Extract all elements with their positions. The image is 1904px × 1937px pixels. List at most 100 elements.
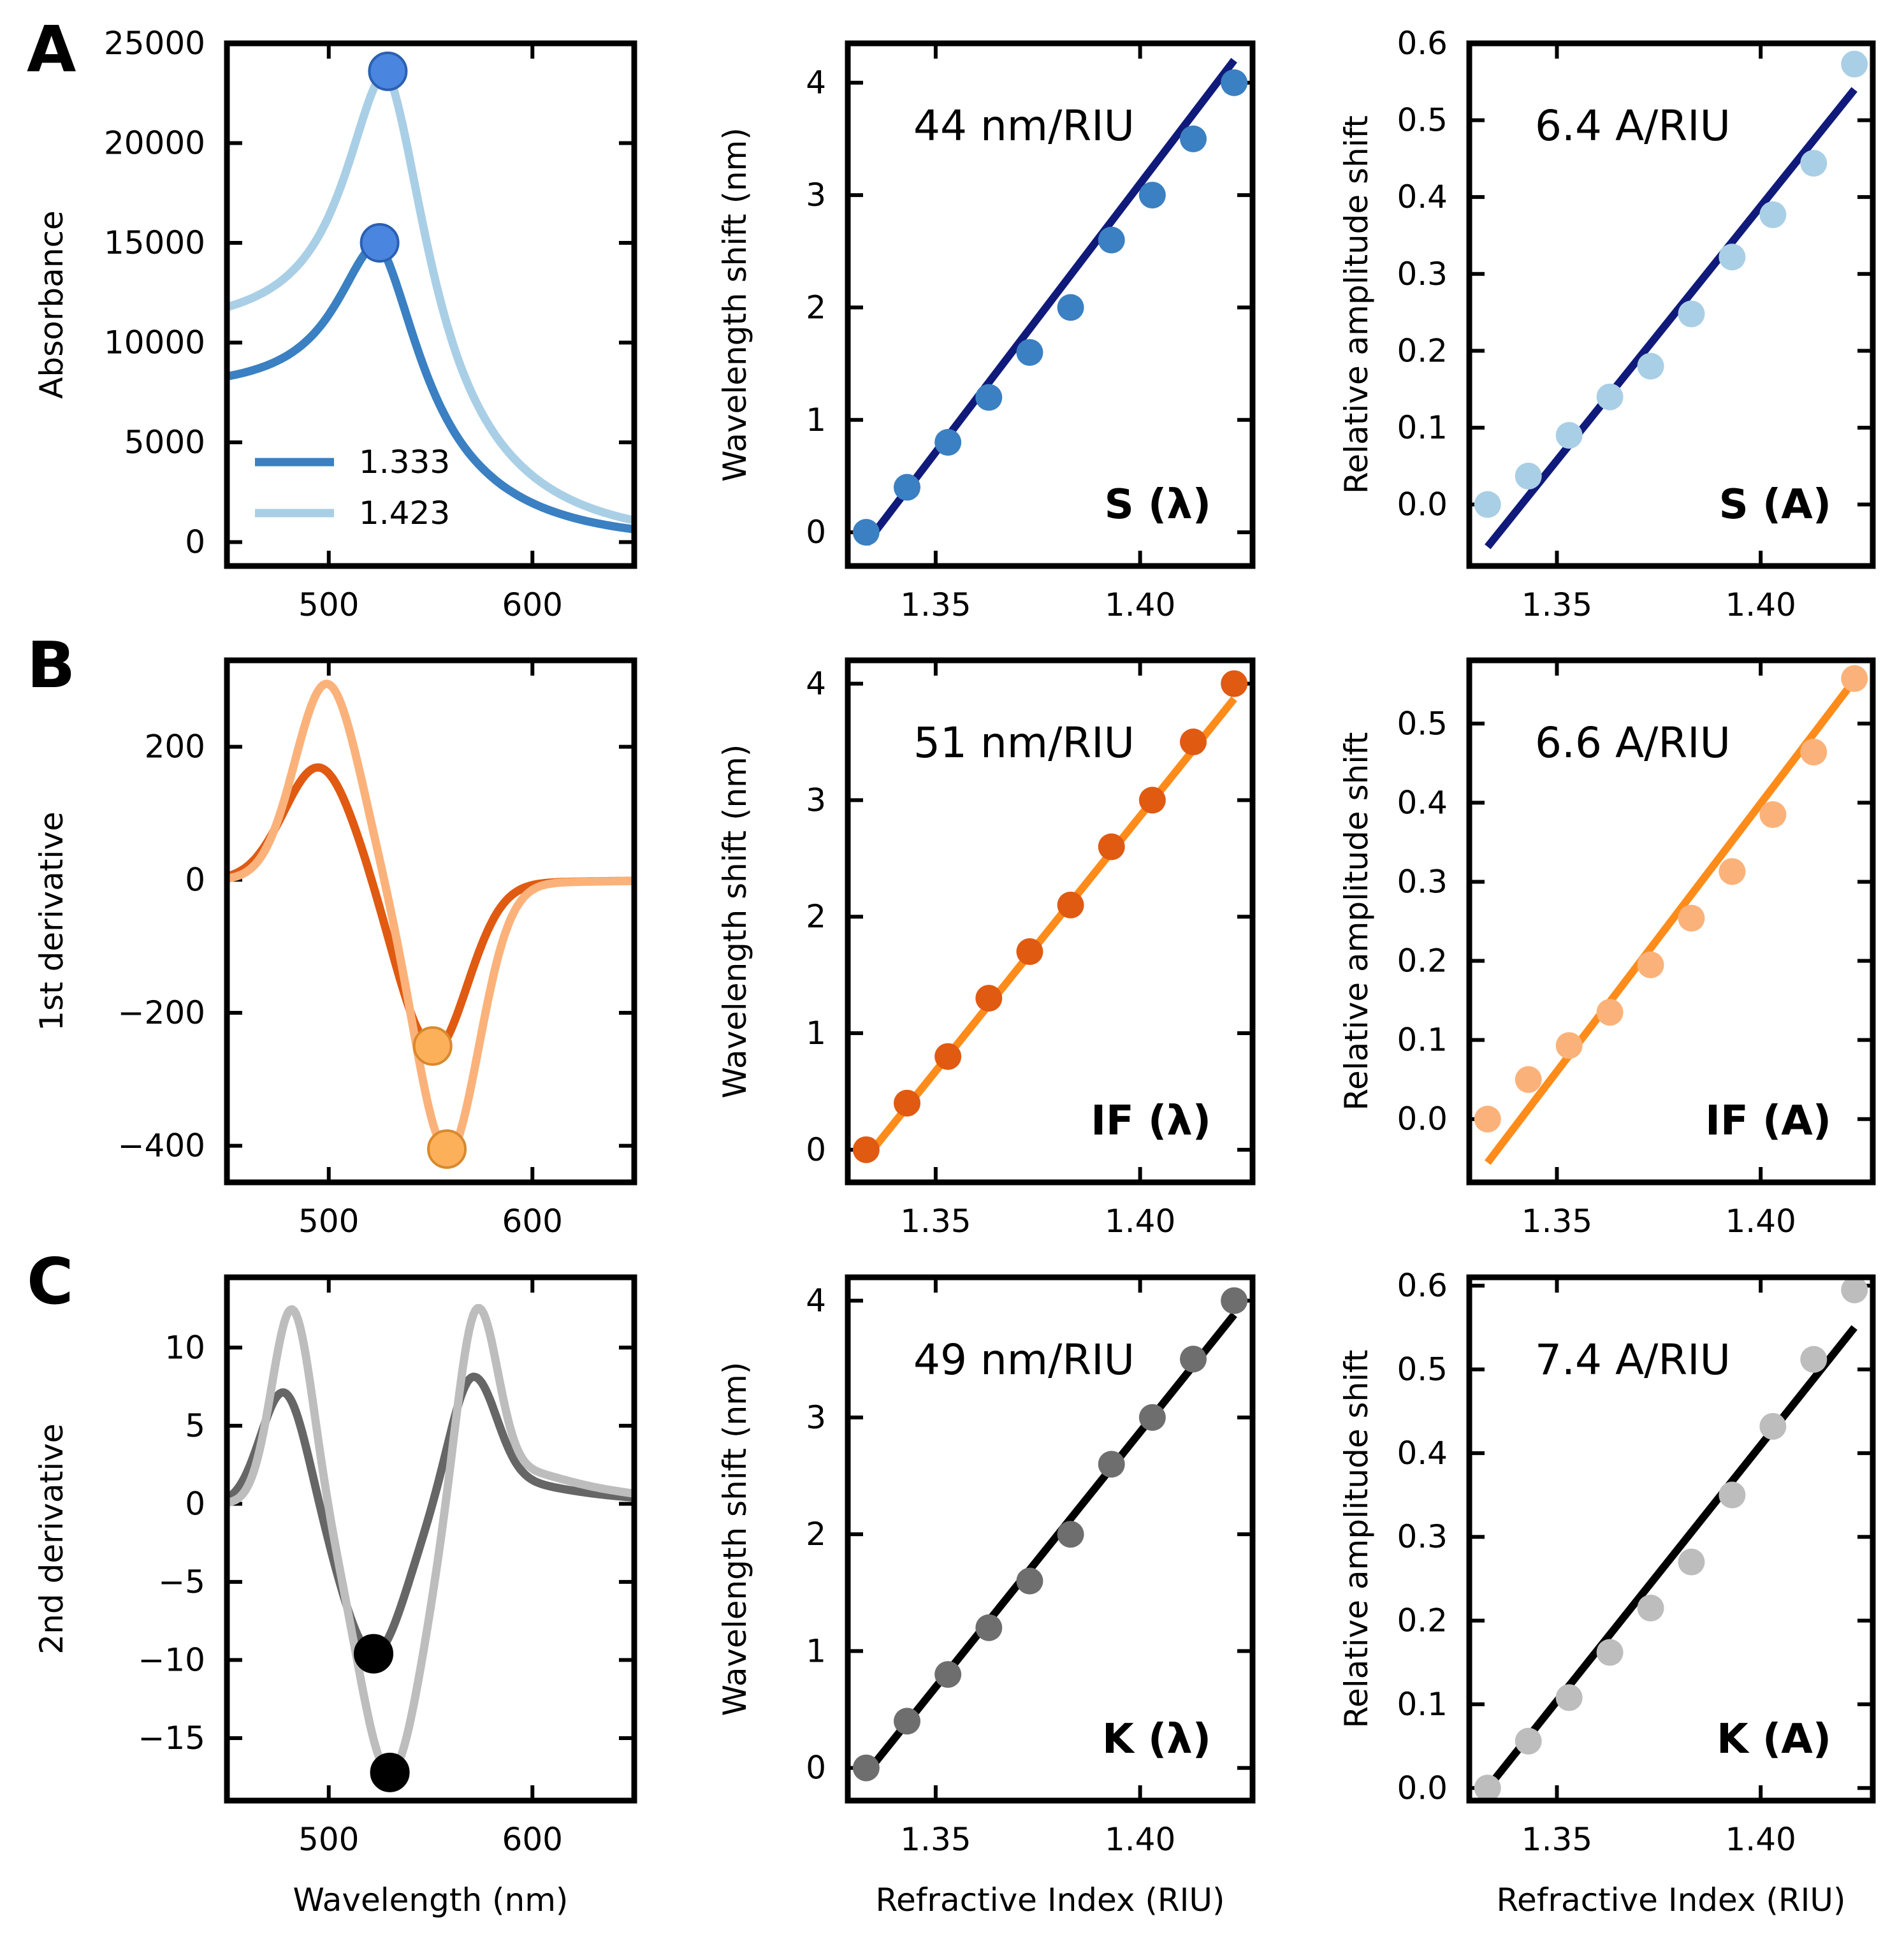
y-tick-label: 0.6 xyxy=(1397,1267,1448,1304)
x-tick-label: 1.40 xyxy=(1726,1821,1796,1858)
x-tick-label: 1.40 xyxy=(1726,586,1796,623)
legend-label-1: 1.333 xyxy=(359,444,450,481)
data-point xyxy=(1098,833,1125,860)
x-tick-label: 1.35 xyxy=(1522,1821,1592,1858)
y-tick-label: 4 xyxy=(806,665,826,702)
y-tick-label: 0.5 xyxy=(1397,102,1448,139)
y-tick-label: 0 xyxy=(806,1131,826,1168)
data-point xyxy=(1221,670,1248,697)
peak-marker-1 xyxy=(360,222,400,263)
y-tick-label: 0.6 xyxy=(1397,25,1448,62)
y-tick-label: 0 xyxy=(185,861,205,898)
y-tick-label: 10000 xyxy=(104,324,205,361)
y-tick-label: 4 xyxy=(806,64,826,101)
fit-line xyxy=(863,696,1237,1161)
data-point xyxy=(975,384,1003,411)
sensitivity-annotation: 6.4 A/RIU xyxy=(1535,101,1731,150)
data-point xyxy=(852,1754,880,1781)
data-point xyxy=(1555,1032,1583,1059)
method-tag: S (λ) xyxy=(1105,481,1211,528)
data-point xyxy=(1678,300,1705,328)
data-point xyxy=(1179,728,1207,755)
data-point xyxy=(975,1614,1003,1641)
y-tick-label: 5000 xyxy=(124,424,205,461)
data-point xyxy=(1179,125,1207,152)
y-tick-label: 0.5 xyxy=(1397,1351,1448,1388)
data-point xyxy=(1719,1481,1746,1509)
data-point xyxy=(1759,801,1787,828)
x-tick-label: 1.35 xyxy=(1522,586,1592,623)
x-tick-label: 1.35 xyxy=(900,586,971,623)
y-tick-label: 0.0 xyxy=(1397,486,1448,523)
x-tick-label: 500 xyxy=(298,586,359,623)
y-tick-label: 0.0 xyxy=(1397,1101,1448,1138)
y-tick-label: 0 xyxy=(806,514,826,551)
y-tick-label: 0.2 xyxy=(1397,1602,1448,1639)
plot-frame xyxy=(1466,40,1876,569)
y-tick-label: 200 xyxy=(145,729,205,765)
x-tick-label: 1.35 xyxy=(900,1821,971,1858)
sensitivity-annotation: 7.4 A/RIU xyxy=(1535,1335,1731,1384)
chart-c1: 500 600 −15 −10 −5 0 5 10 2nd derivative Waveleng… xyxy=(33,1274,637,1919)
method-tag: S (A) xyxy=(1719,481,1831,528)
data-point xyxy=(1759,1412,1787,1440)
y-tick-label: 3 xyxy=(806,177,826,214)
legend-label-2: 1.423 xyxy=(359,495,450,532)
plot-frame xyxy=(845,657,1256,1186)
chart-c2: 1.35 1.40 0 1 2 3 4 Wavelength shift (nm) Refrac… xyxy=(716,1274,1256,1919)
plot-frame xyxy=(845,1274,1256,1804)
y-axis-label: Relative amplitude shift xyxy=(1338,1349,1375,1728)
data-point xyxy=(1016,938,1043,966)
peak-marker-1 xyxy=(412,1026,453,1066)
sensitivity-annotation: 49 nm/RIU xyxy=(913,1335,1135,1384)
row-label-a: A xyxy=(27,12,76,87)
x-tick-label: 1.40 xyxy=(1105,586,1175,623)
plot-frame xyxy=(1466,657,1876,1186)
y-tick-label: 3 xyxy=(806,1399,826,1436)
y-tick-label: 0.3 xyxy=(1397,256,1448,293)
y-axis-label: 1st derivative xyxy=(33,811,70,1031)
data-point xyxy=(1221,1287,1248,1314)
y-axis-label: 2nd derivative xyxy=(33,1423,70,1654)
data-point xyxy=(852,1136,880,1163)
data-point xyxy=(1016,338,1043,366)
y-tick-label: 1 xyxy=(806,1015,826,1052)
plot-frame xyxy=(224,40,637,569)
data-point xyxy=(1555,422,1583,449)
y-axis-label: Relative amplitude shift xyxy=(1338,115,1375,494)
data-point xyxy=(1474,1105,1501,1133)
data-point xyxy=(1841,1276,1868,1303)
plot-area xyxy=(1485,1325,1857,1791)
data-point xyxy=(934,1661,962,1688)
y-tick-label: 0 xyxy=(185,523,205,560)
chart-a2: 1.35 1.40 0 1 2 3 4 Wavelength shift (nm) 44 nm/… xyxy=(716,40,1256,623)
x-tick-label: 500 xyxy=(298,1821,359,1858)
data-point xyxy=(894,1708,921,1735)
data-point xyxy=(1678,1548,1705,1576)
y-tick-label: 2 xyxy=(806,898,826,935)
chart-a1: 500 600 0 5000 10000 15000 20000 25000 Absorbanc… xyxy=(33,25,637,623)
y-tick-label: −5 xyxy=(158,1563,205,1600)
data-point xyxy=(1138,182,1166,209)
data-point xyxy=(1800,738,1828,765)
plot-area xyxy=(1484,678,1858,1165)
plot-area xyxy=(863,57,1237,546)
y-tick-label: 15000 xyxy=(104,224,205,261)
series-line-1 xyxy=(227,238,634,533)
data-point xyxy=(1596,1639,1624,1666)
data-point xyxy=(1057,294,1084,321)
plot-frame xyxy=(845,40,1256,569)
y-axis-label: Absorbance xyxy=(33,210,70,398)
y-tick-label: 1 xyxy=(806,1632,826,1669)
plot-area xyxy=(227,1303,634,1777)
sensitivity-annotation: 44 nm/RIU xyxy=(913,101,1135,150)
y-tick-label: 0 xyxy=(185,1485,205,1522)
x-tick-label: 1.35 xyxy=(900,1203,971,1240)
data-point xyxy=(1221,69,1248,96)
method-tag: K (λ) xyxy=(1102,1716,1211,1763)
chart-b1: 500 600 −400 −200 0 200 1st derivative xyxy=(33,657,637,1240)
chart-b2: 1.35 1.40 0 1 2 3 4 Wavelength shift (nm) 51 nm/… xyxy=(716,657,1256,1240)
data-point xyxy=(1016,1567,1043,1595)
y-tick-label: 0.1 xyxy=(1397,1686,1448,1723)
y-tick-label: 0.5 xyxy=(1397,705,1448,742)
